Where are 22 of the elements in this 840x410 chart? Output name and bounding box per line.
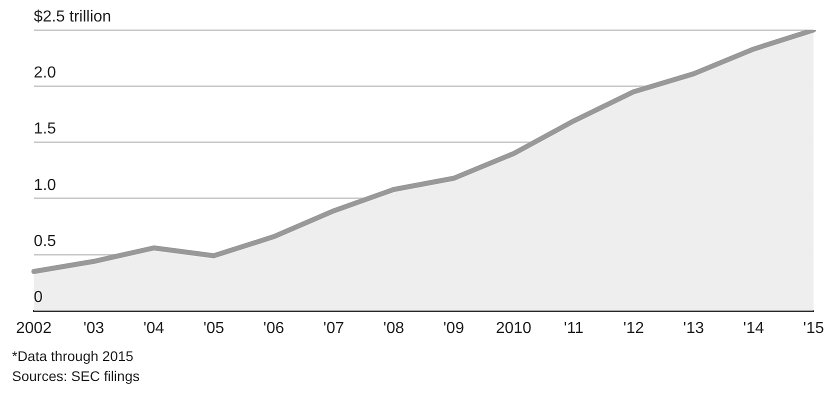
text: *Data through 2015 — [12, 347, 134, 366]
source-note: Sources: SEC filings — [12, 367, 141, 386]
x-tick-label: '11 — [564, 320, 584, 337]
y-tick-label: 1.5 — [34, 120, 56, 138]
x-tick-label: '12 — [623, 320, 644, 337]
x-tick-label: '14 — [743, 320, 764, 337]
y-tick-label: 0.5 — [34, 233, 56, 250]
x-tick-label: '03 — [83, 320, 104, 337]
x-tick-label: '09 — [443, 320, 464, 337]
x-tick-label: '13 — [683, 320, 704, 337]
x-tick-label: '07 — [323, 320, 344, 337]
x-tick-label: 2002 — [16, 320, 52, 337]
x-tick-label: '04 — [143, 320, 164, 337]
x-tick-label: 2010 — [496, 320, 532, 337]
y-tick-label: $2.5 trillion — [34, 8, 112, 26]
x-tick-label: '06 — [263, 320, 284, 337]
y-tick-label: 0 — [34, 289, 43, 306]
x-tick-label: '08 — [383, 320, 404, 337]
x-tick-label: '05 — [203, 320, 224, 337]
x-tick-label: '15 — [803, 320, 824, 337]
y-tick-label: 1.0 — [34, 176, 56, 194]
y-tick-label: 2.0 — [34, 64, 56, 82]
